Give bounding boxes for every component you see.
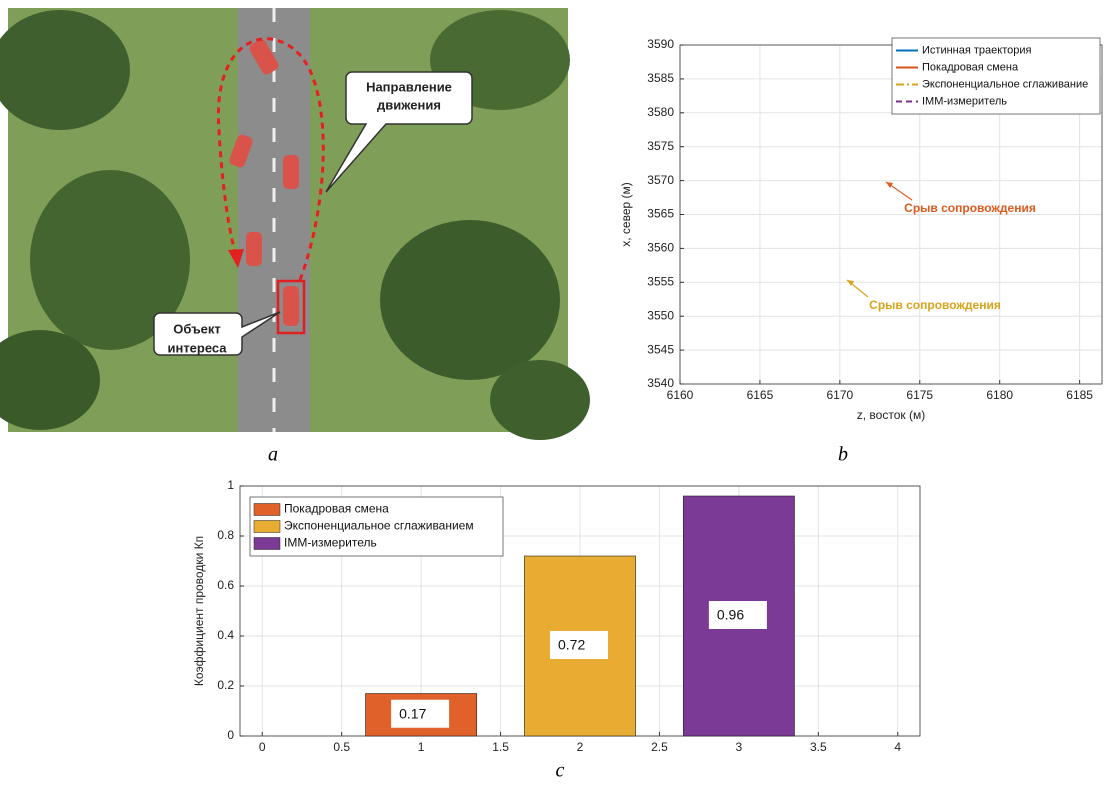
- y-tick-label: 0.6: [217, 578, 234, 592]
- x-tick-label: 6180: [986, 388, 1013, 402]
- x-tick-label: 6165: [747, 388, 774, 402]
- legend-label: IMM-измеритель: [922, 95, 1007, 107]
- y-tick-label: 3585: [647, 71, 674, 85]
- callout-text: движения: [377, 97, 441, 112]
- page: Направление движения Объект интереса a 6…: [0, 0, 1106, 794]
- x-tick-label: 6185: [1066, 388, 1093, 402]
- y-tick-label: 0.2: [217, 678, 234, 692]
- annotation: Срыв сопровождения: [869, 298, 1001, 312]
- legend-label: Экспоненциальное сглаживание: [922, 78, 1088, 90]
- legend-label: IMM-измеритель: [284, 536, 377, 550]
- legend-label: Истинная траектория: [922, 44, 1031, 56]
- tree: [490, 360, 590, 440]
- x-tick-label: 1: [418, 740, 425, 754]
- caption: b: [838, 444, 848, 466]
- data-label: 0.72: [558, 637, 585, 653]
- y-tick-label: 1: [227, 478, 234, 492]
- legend-label: Покадровая смена: [922, 61, 1019, 73]
- legend-swatch: [254, 521, 280, 533]
- x-tick-label: 1.5: [492, 740, 509, 754]
- y-tick-label: 3590: [647, 37, 674, 51]
- y-tick-label: 3555: [647, 274, 674, 288]
- callout-text: Объект: [173, 321, 221, 336]
- x-tick-label: 4: [894, 740, 901, 754]
- y-tick-label: 0.8: [217, 528, 234, 542]
- y-tick-label: 3565: [647, 207, 674, 221]
- y-tick-label: 0.4: [217, 628, 234, 642]
- x-tick-label: 3.5: [810, 740, 827, 754]
- car: [246, 232, 262, 266]
- data-label: 0.17: [399, 705, 426, 721]
- y-axis-label: Коэффициент проводки Кп: [192, 536, 206, 686]
- x-tick-label: 0.5: [333, 740, 350, 754]
- y-tick-label: 3545: [647, 342, 674, 356]
- x-tick-label: 6160: [667, 388, 694, 402]
- legend-label: Покадровая смена: [284, 502, 389, 516]
- data-label: 0.96: [717, 607, 744, 623]
- y-tick-label: 3550: [647, 308, 674, 322]
- caption: a: [268, 444, 278, 466]
- x-tick-label: 0: [259, 740, 266, 754]
- y-tick-label: 3580: [647, 105, 674, 119]
- annotation: Срыв сопровождения: [904, 201, 1036, 215]
- aerial-image: Направление движения Объект интереса: [0, 8, 590, 440]
- figure: Направление движения Объект интереса a 6…: [0, 0, 1106, 789]
- y-tick-label: 0: [227, 728, 234, 742]
- legend-swatch: [254, 538, 280, 550]
- x-tick-label: 6170: [826, 388, 853, 402]
- legend-label: Экспоненциальное сглаживанием: [284, 519, 474, 533]
- x-tick-label: 3: [736, 740, 743, 754]
- x-tick-label: 6175: [906, 388, 933, 402]
- caption: c: [556, 760, 565, 782]
- x-tick-label: 2.5: [651, 740, 668, 754]
- x-axis-label: z, восток (м): [857, 408, 925, 422]
- y-tick-label: 3575: [647, 139, 674, 153]
- y-tick-label: 3560: [647, 241, 674, 255]
- x-tick-label: 2: [577, 740, 584, 754]
- car: [283, 155, 299, 189]
- y-axis-label: x, север (м): [619, 182, 633, 247]
- car: [283, 286, 299, 326]
- y-tick-label: 3570: [647, 173, 674, 187]
- legend-swatch: [254, 504, 280, 516]
- tree: [380, 220, 560, 380]
- callout-text: Направление: [366, 79, 452, 94]
- y-tick-label: 3540: [647, 376, 674, 390]
- callout-text: интереса: [167, 340, 227, 355]
